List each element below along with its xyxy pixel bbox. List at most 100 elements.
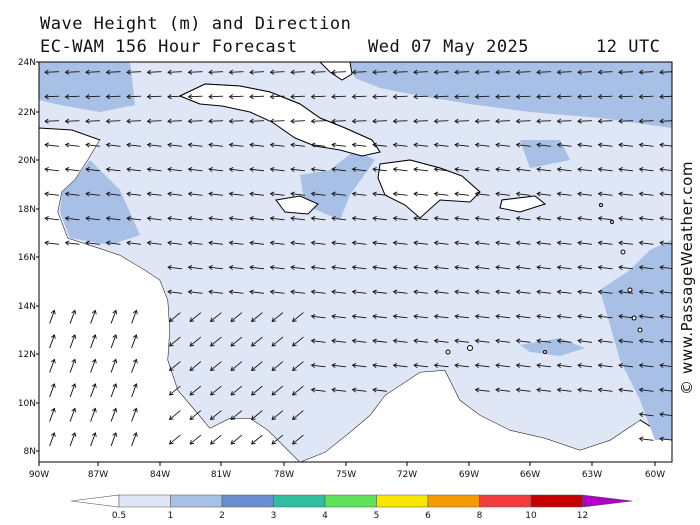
wave-arrow — [351, 216, 367, 222]
wave-arrow — [618, 265, 634, 271]
wave-arrow — [433, 363, 449, 369]
wave-arrow — [310, 69, 326, 75]
wave-arrow — [209, 336, 222, 347]
lat-label: 24N — [18, 58, 36, 68]
wave-arrow — [49, 309, 56, 324]
wave-arrow — [291, 410, 304, 420]
lat-label: 20N — [18, 156, 36, 166]
wave-arrow — [49, 358, 56, 373]
wave-arrow — [331, 387, 347, 393]
wave-arrow — [495, 314, 511, 320]
wave-arrow — [454, 289, 470, 295]
wave-arrow — [189, 336, 202, 347]
wave-arrow — [433, 142, 449, 148]
wave-arrow — [351, 363, 367, 369]
wave-arrow — [290, 69, 306, 75]
wave-arrow — [228, 265, 244, 271]
wave-arrow — [187, 265, 203, 271]
wave-arrow — [85, 69, 101, 75]
wave-arrow — [90, 334, 97, 349]
wave-arrow — [290, 240, 306, 246]
wave-arrow — [597, 118, 613, 124]
wave-arrow — [474, 314, 490, 320]
wave-arrow — [372, 240, 388, 246]
wave-arrow — [230, 410, 243, 420]
legend-label: 6 — [425, 511, 431, 521]
wave-arrow — [310, 167, 326, 173]
wave-arrow — [90, 407, 97, 422]
wave-arrow — [331, 191, 347, 197]
wave-arrow — [228, 240, 244, 246]
wave-arrow — [638, 265, 654, 271]
wave-arrow — [208, 265, 224, 271]
wave-arrow — [618, 387, 634, 393]
wave-arrow — [454, 167, 470, 173]
wave-arrow — [536, 69, 552, 75]
wave-arrow — [310, 387, 326, 393]
wave-arrow — [64, 94, 80, 100]
wave-arrow — [228, 69, 244, 75]
wave-arrow — [271, 434, 284, 445]
wave-arrow — [597, 363, 613, 369]
wave-arrow — [110, 383, 118, 398]
wave-arrow — [208, 142, 224, 148]
wave-arrow — [597, 94, 613, 100]
wave-arrow — [618, 338, 634, 344]
wave-arrow — [433, 69, 449, 75]
wave-arrow — [474, 94, 490, 100]
legend-swatch — [170, 494, 223, 508]
wave-arrow — [433, 94, 449, 100]
wave-arrow — [392, 69, 408, 75]
wave-arrow — [638, 363, 654, 369]
wave-arrow — [577, 142, 593, 148]
wave-arrow — [556, 338, 572, 344]
wave-arrow — [351, 167, 367, 173]
wave-arrow — [167, 265, 183, 271]
wave-arrow — [351, 289, 367, 295]
wave-arrow — [291, 336, 304, 347]
wave-arrow — [638, 167, 654, 173]
wave-arrow — [556, 387, 572, 393]
wave-arrow — [413, 216, 429, 222]
wave-arrow — [577, 387, 593, 393]
wave-arrow — [187, 118, 203, 124]
wave-arrow — [105, 216, 121, 222]
wave-arrow — [413, 314, 429, 320]
wave-arrow — [638, 94, 654, 100]
wave-arrow — [618, 191, 634, 197]
wave-arrow — [597, 387, 613, 393]
wave-arrow — [577, 314, 593, 320]
wave-arrow — [351, 338, 367, 344]
wave-arrow — [69, 407, 77, 422]
legend-swatch — [324, 494, 377, 508]
wave-arrow — [351, 387, 367, 393]
wave-arrow — [228, 289, 244, 295]
wave-arrow — [126, 69, 142, 75]
wave-arrow — [208, 69, 224, 75]
wave-arrow — [168, 434, 181, 445]
wave-arrow — [64, 167, 80, 173]
wave-arrow — [597, 289, 613, 295]
wave-arrow — [126, 94, 142, 100]
wave-arrow — [351, 118, 367, 124]
wave-arrow — [495, 191, 511, 197]
wave-arrow — [187, 142, 203, 148]
wave-arrow — [556, 216, 572, 222]
wave-arrow — [290, 118, 306, 124]
wave-arrow — [187, 94, 203, 100]
wave-arrow — [351, 142, 367, 148]
wave-arrow — [168, 385, 181, 396]
wave-arrow — [250, 385, 263, 396]
wave-arrow — [618, 142, 634, 148]
legend-swatch — [221, 494, 274, 508]
wave-arrow — [331, 118, 347, 124]
wave-arrow — [474, 118, 490, 124]
wave-arrow — [105, 240, 121, 246]
wave-arrow — [638, 118, 654, 124]
wave-arrow — [515, 363, 531, 369]
wave-arrow — [209, 361, 222, 371]
wave-arrow — [249, 265, 265, 271]
wave-arrow — [291, 434, 304, 445]
wave-arrow — [167, 118, 183, 124]
legend-low-arrow — [70, 494, 120, 508]
